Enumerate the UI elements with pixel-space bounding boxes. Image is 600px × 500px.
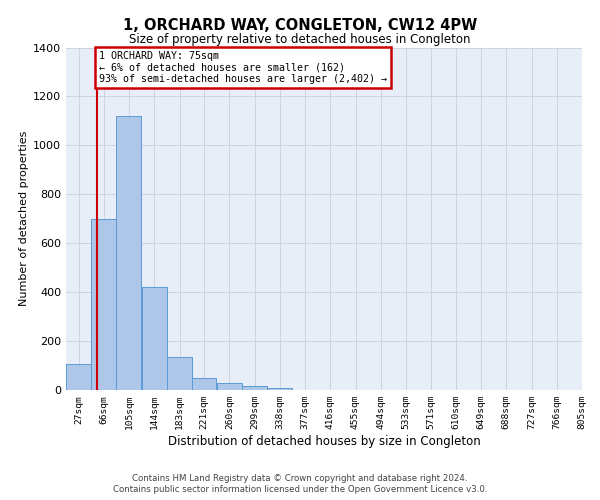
Bar: [242, 386, 267, 390]
Bar: [142, 287, 167, 390]
Bar: [217, 383, 242, 390]
Bar: [116, 116, 142, 390]
Bar: [167, 357, 192, 390]
Text: Contains HM Land Registry data © Crown copyright and database right 2024.
Contai: Contains HM Land Registry data © Crown c…: [113, 474, 487, 494]
Bar: [91, 219, 116, 390]
Text: Size of property relative to detached houses in Congleton: Size of property relative to detached ho…: [129, 32, 471, 46]
Bar: [191, 378, 217, 390]
Text: 1, ORCHARD WAY, CONGLETON, CW12 4PW: 1, ORCHARD WAY, CONGLETON, CW12 4PW: [123, 18, 477, 32]
Text: 1 ORCHARD WAY: 75sqm
← 6% of detached houses are smaller (162)
93% of semi-detac: 1 ORCHARD WAY: 75sqm ← 6% of detached ho…: [99, 51, 387, 84]
Y-axis label: Number of detached properties: Number of detached properties: [19, 131, 29, 306]
Bar: [267, 388, 292, 390]
X-axis label: Distribution of detached houses by size in Congleton: Distribution of detached houses by size …: [167, 435, 481, 448]
Bar: [66, 364, 91, 390]
